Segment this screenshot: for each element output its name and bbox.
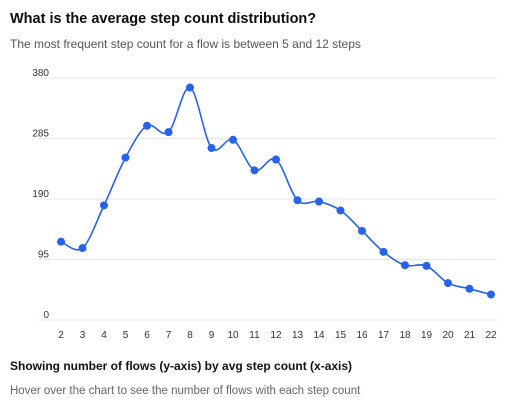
line-chart[interactable]: 0 95 190 285 380 2 3 4 5 6 7 8 9 10 11 12 13 14 15 16 17 18 19… [0,60,512,355]
data-point[interactable] [487,290,495,299]
x-tick-label: 10 [227,330,239,341]
x-tick-label: 21 [464,330,476,341]
x-tick-label: 16 [356,330,368,341]
chart-hint: Hover over the chart to see the number o… [10,385,361,397]
data-point[interactable] [315,197,323,206]
x-tick-label: 20 [442,330,454,341]
y-tick-label: 0 [43,310,49,321]
data-point[interactable] [121,153,130,162]
x-tick-label: 5 [123,330,129,341]
y-tick-label: 285 [32,129,49,140]
data-point[interactable] [293,196,302,205]
data-point[interactable] [272,155,280,164]
data-point[interactable] [229,135,237,144]
data-point[interactable] [336,206,345,215]
data-point[interactable] [465,284,474,293]
data-point[interactable] [100,201,108,210]
x-tick-label: 7 [166,330,172,341]
y-tick-label: 95 [38,250,50,261]
x-tick-label: 6 [144,330,150,341]
x-tick-label: 14 [313,330,325,341]
data-point[interactable] [143,121,151,130]
data-point[interactable] [444,279,452,288]
y-tick-label: 190 [32,189,49,200]
x-tick-label: 19 [421,330,433,341]
chart-svg[interactable]: 0 95 190 285 380 2 3 4 5 6 7 8 9 10 11 12 13 14 15 16 17 18 19… [0,60,512,350]
data-point[interactable] [250,166,259,175]
x-tick-label: 11 [249,330,260,341]
x-tick-label: 9 [209,330,215,341]
data-point[interactable] [207,144,216,153]
x-tick-label: 18 [399,330,411,341]
x-tick-label: 8 [187,330,193,341]
data-point[interactable] [164,128,173,137]
x-tick-label: 4 [101,330,107,341]
x-tick-label: 22 [485,330,497,341]
data-point[interactable] [379,247,388,256]
data-point[interactable] [78,244,87,253]
chart-caption: Showing number of flows (y-axis) by avg … [10,359,353,373]
data-point[interactable] [401,261,409,270]
x-tick-label: 3 [80,330,86,341]
data-point[interactable] [186,83,194,92]
x-tick-label: 17 [378,330,390,341]
data-point[interactable] [57,237,65,246]
y-tick-label: 380 [32,68,49,79]
x-tick-label: 15 [335,330,347,341]
data-point[interactable] [358,226,366,235]
x-tick-label: 13 [292,330,304,341]
chart-title: What is the average step count distribut… [10,11,317,27]
data-point[interactable] [422,261,431,270]
x-tick-label: 2 [58,330,64,341]
chart-subtitle: The most frequent step count for a flow … [10,37,361,51]
x-tick-label: 12 [270,330,282,341]
